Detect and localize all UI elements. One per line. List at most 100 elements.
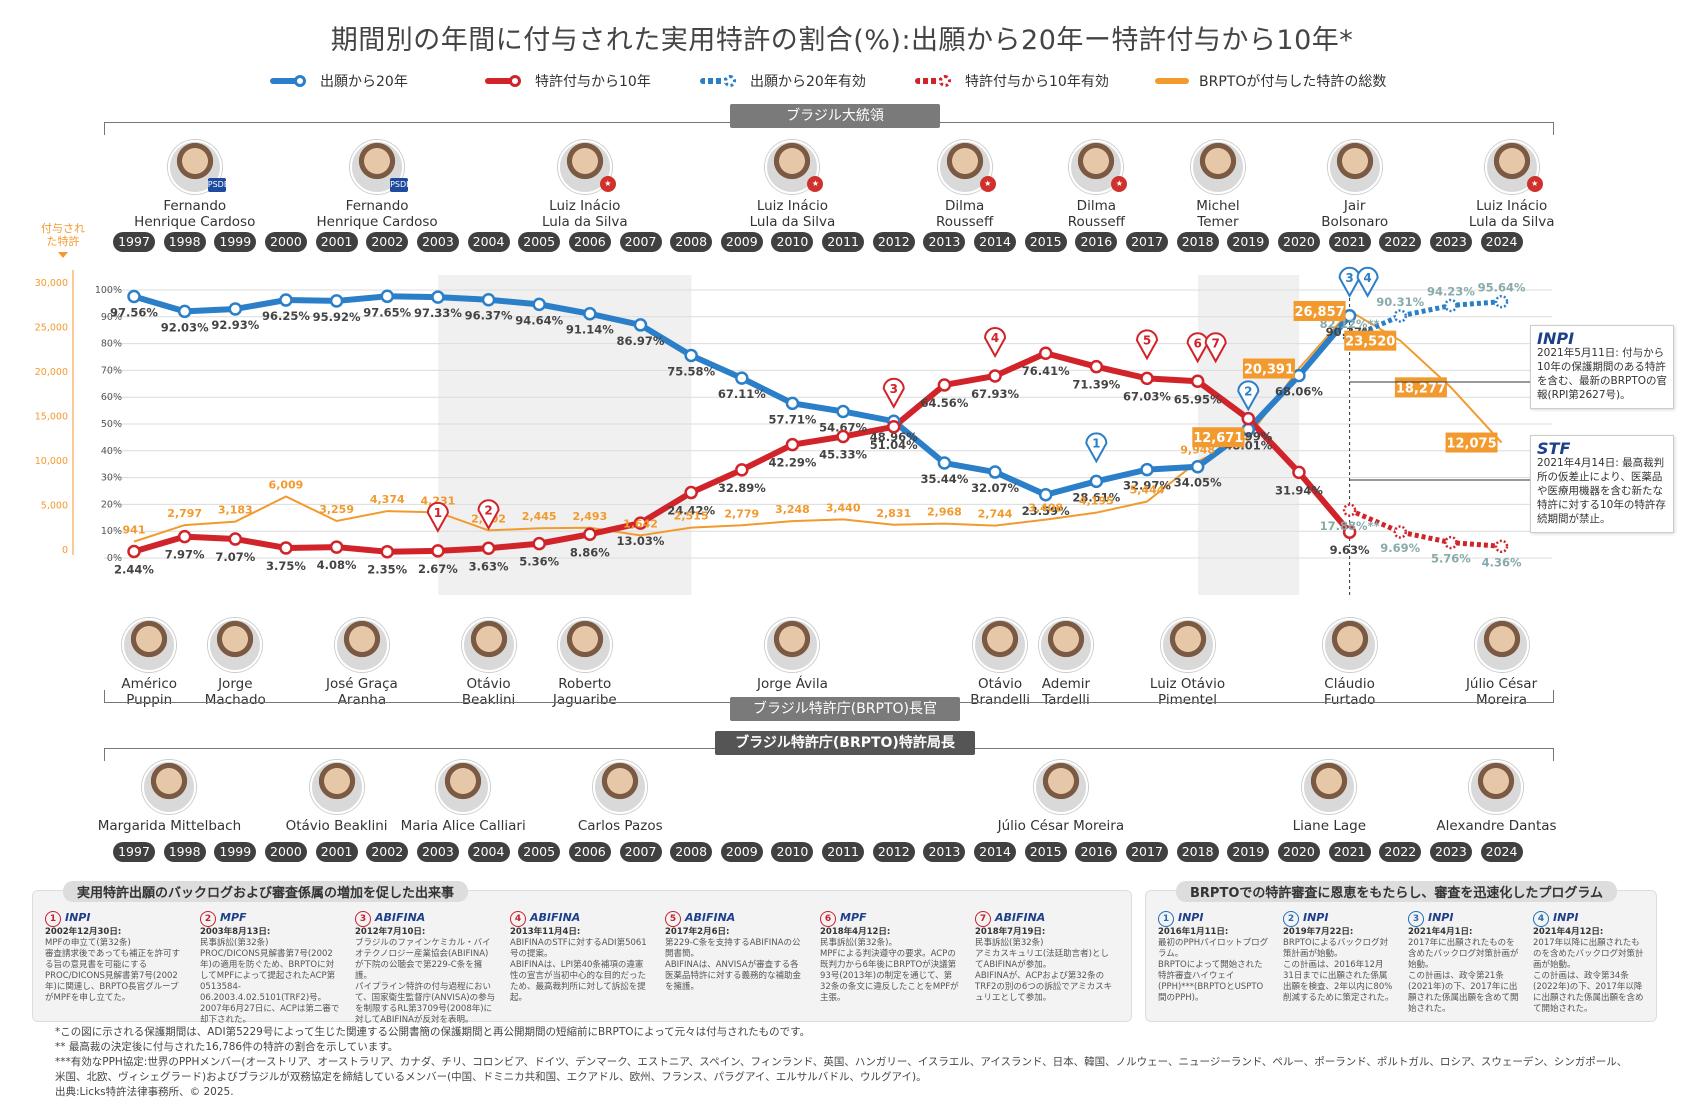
series-20yr-point xyxy=(988,465,1002,479)
pct-tick-label: 100% xyxy=(95,285,122,296)
heads-banner: ブラジル特許庁(BRPTO)長官 xyxy=(730,697,960,721)
year-label: 2017 xyxy=(1126,232,1168,252)
head-card: Otávio Brandelli xyxy=(935,618,1065,708)
legend-swatch xyxy=(485,78,519,84)
total-label: 2,831 xyxy=(876,507,911,520)
series-20yr-label: 97.65% xyxy=(363,305,411,319)
event-number: 4 xyxy=(1533,911,1549,927)
event-pin-number: 2 xyxy=(484,503,492,517)
year-label: 2009 xyxy=(720,842,763,862)
director-photo xyxy=(1469,760,1524,814)
president-card: ★ Dilma Rousseff xyxy=(895,140,1035,230)
director-card: Margarida Mittelbach xyxy=(89,760,249,834)
year-label: 2005 xyxy=(518,842,561,862)
year-label: 1997 xyxy=(113,232,155,252)
year-label: 2014 xyxy=(974,842,1017,862)
chart: 0% 10% 20% 30% 40% 50% 60% 70% 80% 90% 100% 0 5,000 1… xyxy=(35,222,1552,595)
event-number: 5 xyxy=(665,911,681,927)
series-20yr-label: 28.61% xyxy=(1072,490,1120,504)
event-date: 2018年7月19日: xyxy=(975,927,1046,937)
event-pin-number: 7 xyxy=(1211,336,1219,350)
event-pin-number: 5 xyxy=(1143,333,1151,347)
year-label: 2020 xyxy=(1277,232,1320,252)
event-pin-icon xyxy=(984,326,1007,359)
head-name: Jorge Machado xyxy=(204,676,266,708)
total-label: 26,857 xyxy=(1295,305,1345,320)
event-date: 2012年7月10日: xyxy=(355,927,426,937)
event-org-logo: INPI xyxy=(1178,911,1204,924)
series-20yr-label: 68.06% xyxy=(1275,385,1323,399)
series-10yr-point xyxy=(1089,359,1104,374)
event-org-logo: ABIFINA xyxy=(995,911,1046,924)
event-number: 1 xyxy=(1158,911,1174,927)
series-10yr-point xyxy=(380,544,394,559)
year-label: 1999 xyxy=(214,842,257,862)
year-label: 2011 xyxy=(822,842,865,862)
year-label: 2009 xyxy=(720,232,763,252)
legend-label: 出願から20年 xyxy=(320,74,408,90)
legend-item: 特許付与から10年有効 xyxy=(915,70,1109,92)
legend-marker xyxy=(724,75,736,87)
year-label: 2019 xyxy=(1227,842,1270,862)
series-10yr-label: 67.03% xyxy=(1123,389,1171,403)
head-name: Jorge Ávila xyxy=(756,676,828,692)
series-10yr-label: 7.97% xyxy=(165,548,205,562)
year-label: 2010 xyxy=(771,232,814,252)
event-text: ブラジルのファインケミカル・バイオテクノロジー産業協会(ABIFINA)が下院の… xyxy=(355,938,496,1025)
legend-marker xyxy=(939,75,951,87)
president-card: Michel Temer xyxy=(1148,140,1288,230)
event-date: 2016年1月11日: xyxy=(1158,927,1229,937)
event-head: 6 MPF xyxy=(820,911,961,927)
series-10yr-label: 67.93% xyxy=(971,387,1019,401)
total-label: 4,195 xyxy=(1079,495,1114,508)
series-10yr-point xyxy=(684,485,698,500)
president-name: Michel Temer xyxy=(1196,198,1240,230)
series-20yr-effective-label: 94.23% xyxy=(1427,284,1475,298)
series-20yr-label: 32.97% xyxy=(1123,479,1171,493)
series-10yr-label: 65.95% xyxy=(1174,392,1222,406)
series-10yr-effective-point xyxy=(1342,503,1357,517)
year-label: 2018 xyxy=(1176,232,1219,252)
footnote-2: ** 最高裁の決定後に付与された16,786件の特許の割合を示しています。 xyxy=(55,1041,399,1053)
year-label: 2023 xyxy=(1429,232,1472,252)
event-text: MPFの申立て(第32条) 審査請求後であっても補正を許可する旨の意見書を可能に… xyxy=(45,938,181,1003)
series-10yr-label: 2.67% xyxy=(418,562,458,576)
series-10yr-point xyxy=(785,437,800,452)
event-item: 2 MPF 2003年8月13日: 民事訴訟(第32条) PROC/DICONS見解書… xyxy=(200,911,341,1026)
series-10yr-point xyxy=(735,463,749,477)
event-text: BRPTOによるバックログ対策計画が始動。 この計画は、2016年12月31日ま… xyxy=(1283,938,1394,1003)
year-label: 2010 xyxy=(771,842,814,862)
event-pin-number: 4 xyxy=(1363,271,1371,285)
series-20yr-point xyxy=(431,290,445,304)
legend-label: 出願から20年有効 xyxy=(750,74,866,90)
year-label: 2003 xyxy=(416,232,459,252)
legend-swatch xyxy=(1155,78,1189,84)
series-20yr-label: 91.14% xyxy=(566,323,614,337)
footnote-1: *この図に示される保護期間は、ADI第5229号によって生じた関連する公開書簡の… xyxy=(55,1026,811,1038)
event-number: 3 xyxy=(1408,911,1424,927)
year-label: 2013 xyxy=(923,842,966,862)
head-photo xyxy=(1322,618,1377,672)
series-10yr-label: 9.63% xyxy=(1330,543,1370,557)
event-text: ABIFINAのSTFに対するADI第5061号の提案。 ABIFINAは、LP… xyxy=(510,938,647,1003)
year-label: 2015 xyxy=(1024,232,1067,252)
callout-stf: STF 2021年4月14日: 最高裁判所の仮差止により、医薬品や医療用機器を含… xyxy=(1530,435,1674,533)
head-photo xyxy=(122,618,177,672)
event-date: 2017年2月6日: xyxy=(665,927,730,937)
series-10yr-label: 5.36% xyxy=(519,555,559,569)
head-name: Roberto Jaguaribe xyxy=(552,676,617,708)
event-date: 2019年7月22日: xyxy=(1283,927,1354,937)
event-head: 3 INPI xyxy=(1408,911,1519,927)
event-number: 1 xyxy=(45,911,61,927)
series-20yr-label: 23.59% xyxy=(1022,504,1070,518)
year-label: 2003 xyxy=(416,842,459,862)
series-10yr-point xyxy=(431,544,445,558)
head-name: José Graça Aranha xyxy=(325,676,398,708)
pct-tick-label: 20% xyxy=(101,499,122,510)
event-org-logo: ABIFINA xyxy=(685,911,736,924)
legend-item: BRPTOが付与した特許の総数 xyxy=(1155,70,1386,92)
president-photo: PSDB xyxy=(350,140,412,194)
series-10yr-point xyxy=(583,527,597,542)
series-20yr-label: 48.96% xyxy=(870,430,918,444)
president-photo xyxy=(1327,140,1382,194)
